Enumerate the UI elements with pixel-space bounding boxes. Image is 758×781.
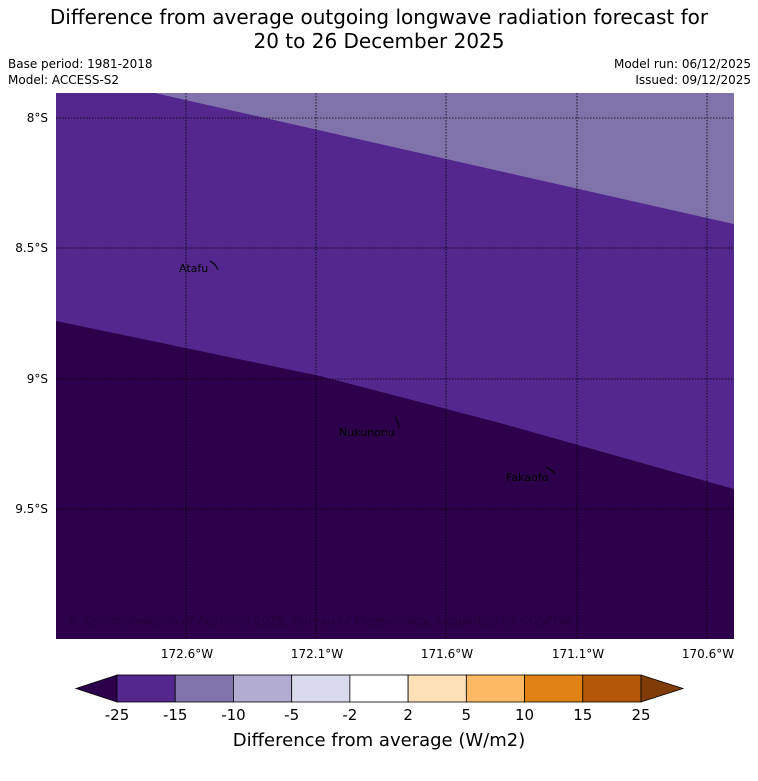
lon-label-170-6w: 170.6°W — [681, 647, 735, 661]
colorbar — [74, 674, 685, 703]
atafu-outline — [209, 260, 219, 271]
colorbar-tick-label: -2 — [342, 706, 358, 724]
place-atafu: Atafu — [179, 262, 209, 275]
meta-right: Model run: 06/12/2025 Issued: 09/12/2025 — [614, 56, 751, 88]
place-fakaofo: Fakaofo — [506, 471, 549, 484]
lat-label-8-5s: 8.5°S — [15, 241, 48, 255]
title-line-1: Difference from average outgoing longwav… — [49, 5, 709, 29]
map-title: Difference from average outgoing longwav… — [0, 5, 758, 53]
colorbar-tick-label: -10 — [221, 706, 246, 724]
colorbar-segment — [465, 674, 525, 703]
colorbar-extend-high — [640, 674, 685, 703]
lon-label-172-1w: 172.1°W — [290, 647, 344, 661]
region-minus15-to-minus10-edge — [155, 93, 734, 224]
colorbar-segment — [524, 674, 584, 703]
colorbar-tick-label: 10 — [515, 706, 535, 724]
colorbar-tick-label: 15 — [573, 706, 593, 724]
colorbar-segment — [174, 674, 234, 703]
nukunonu-outline — [394, 416, 400, 429]
issued-date: Issued: 09/12/2025 — [635, 73, 751, 87]
colorbar-title: Difference from average (W/m2) — [232, 730, 526, 751]
colorbar-tick-label: 5 — [461, 706, 472, 724]
lon-label-171-6w: 171.6°W — [420, 647, 474, 661]
region-minus25-to-minus15 — [56, 93, 734, 489]
gridlines — [56, 93, 734, 639]
model-run: Model run: 06/12/2025 — [613, 57, 751, 71]
colorbar-segment — [233, 674, 293, 703]
place-nukunonu: Nukunonu — [339, 426, 395, 439]
lat-label-9-5s: 9.5°S — [15, 502, 48, 516]
colorbar-tick-label: -15 — [162, 706, 188, 724]
colorbar-segment — [349, 674, 409, 703]
lon-label-171-1w: 171.1°W — [551, 647, 605, 661]
colorbar-tick-label: 25 — [631, 706, 651, 724]
model-name: Model: ACCESS-S2 — [8, 73, 120, 87]
colorbar-segment — [407, 674, 467, 703]
colorbar-tick-label: 2 — [403, 706, 413, 724]
copyright-notice: © Commonwealth of Australia 2025, Bureau… — [68, 614, 574, 628]
lat-label-8s: 8°S — [26, 111, 48, 125]
colorbar-tick-label: -25 — [104, 706, 130, 724]
lon-label-172-6w: 172.6°W — [160, 647, 214, 661]
colorbar-extend-low — [74, 674, 118, 703]
base-period: Base period: 1981-2018 — [8, 57, 153, 71]
colorbar-tick-label: -5 — [284, 706, 300, 724]
colorbar-segment — [116, 674, 176, 703]
colorbar-segment — [291, 674, 351, 703]
meta-left: Base period: 1981-2018 Model: ACCESS-S2 — [8, 56, 153, 88]
colorbar-segment — [582, 674, 642, 703]
atolls — [209, 260, 556, 475]
lat-label-9s: 9°S — [26, 372, 48, 386]
fakaofo-outline — [545, 466, 556, 475]
title-line-2: 20 to 26 December 2025 — [253, 29, 505, 53]
